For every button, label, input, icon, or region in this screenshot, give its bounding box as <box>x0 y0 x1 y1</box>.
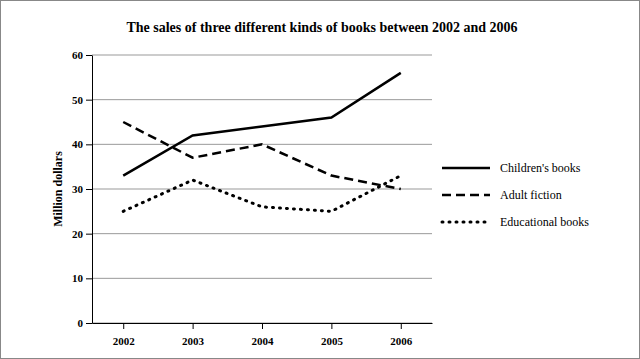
tick-mark <box>86 55 92 56</box>
series-line <box>123 176 401 212</box>
tick: 2005 <box>321 323 344 347</box>
tick-label: 60 <box>72 49 84 61</box>
legend: Children's books Adult fiction Educational… <box>442 161 589 229</box>
grid-line <box>92 233 432 234</box>
grid-line <box>92 278 432 279</box>
tick-mark <box>123 323 124 329</box>
tick: 40 <box>72 138 92 150</box>
tick-mark <box>86 189 92 190</box>
tick-label: 30 <box>72 183 84 195</box>
tick: 2004 <box>252 323 275 347</box>
y-axis: 0 10 20 30 40 50 60 <box>72 49 93 329</box>
tick-label: 10 <box>72 272 84 284</box>
tick-mark <box>193 323 194 329</box>
y-axis-title: Million dollars <box>51 151 65 227</box>
legend-swatch <box>442 167 490 170</box>
legend-label: Educational books <box>500 215 589 229</box>
tick-label: 2004 <box>252 335 275 347</box>
grid-line <box>92 99 432 100</box>
lines <box>123 73 401 211</box>
tick-label: 2005 <box>321 335 344 347</box>
series-line <box>123 122 401 189</box>
tick-label: 2006 <box>390 335 413 347</box>
frame <box>1 1 640 359</box>
tick: 0 <box>78 317 93 329</box>
x-axis: 2002 2003 2004 2005 2006 <box>93 323 433 347</box>
tick-label: 0 <box>78 317 84 329</box>
tick: 60 <box>72 49 92 61</box>
grid-line <box>92 189 432 190</box>
tick-mark <box>86 323 92 324</box>
tick-mark <box>86 144 92 145</box>
tick: 50 <box>72 94 92 106</box>
tick-mark <box>86 100 92 101</box>
grid-line <box>92 55 432 56</box>
tick: 20 <box>72 228 92 240</box>
tick-mark <box>262 323 263 329</box>
tick-mark <box>86 234 92 235</box>
tick: 10 <box>72 272 92 284</box>
legend-swatch <box>442 221 490 224</box>
title: The sales of three different kinds of bo… <box>126 20 517 35</box>
tick-label: 20 <box>72 228 84 240</box>
legend-label: Adult fiction <box>500 188 562 202</box>
tick-mark <box>86 278 92 279</box>
tick-mark <box>401 323 402 329</box>
tick: 30 <box>72 183 92 195</box>
tick: 2003 <box>182 323 205 347</box>
tick-label: 50 <box>72 94 84 106</box>
axis-line <box>92 56 93 324</box>
series-line <box>123 73 401 176</box>
tick: 2002 <box>113 323 136 347</box>
legend-swatch <box>442 194 490 197</box>
tick-label: 2002 <box>113 335 136 347</box>
grid <box>92 55 432 323</box>
tick-label: 2003 <box>182 335 205 347</box>
legend-label: Children's books <box>500 161 581 175</box>
tick: 2006 <box>390 323 413 347</box>
chart: The sales of three different kinds of bo… <box>0 0 640 359</box>
tick-label: 40 <box>72 138 84 150</box>
tick-mark <box>331 323 332 329</box>
